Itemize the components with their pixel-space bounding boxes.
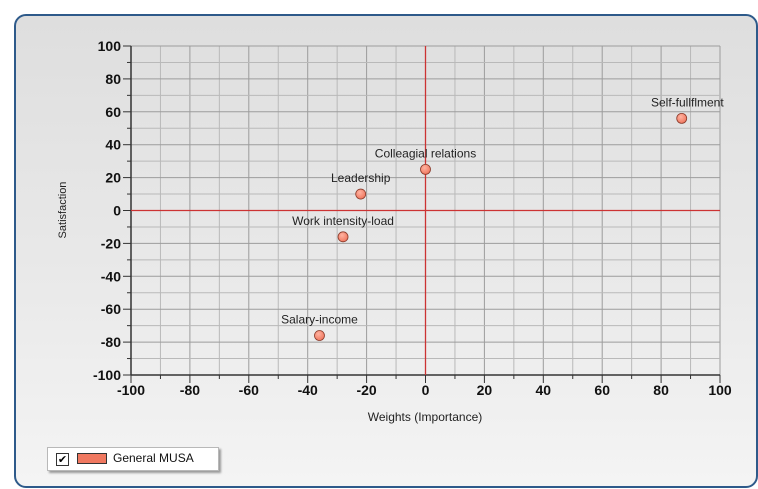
x-tick-label: -40: [298, 382, 318, 398]
y-tick-label: -40: [101, 268, 121, 284]
x-tick-label: -60: [239, 382, 259, 398]
x-tick-label: 100: [708, 382, 732, 398]
chart-panel: [14, 14, 758, 488]
data-point: [355, 188, 367, 200]
axes: [123, 45, 721, 383]
y-tick-label: -100: [93, 367, 121, 383]
x-tick-label: -100: [117, 382, 145, 398]
data-point-label: Self-fullflment: [651, 95, 724, 109]
data-point-label: Colleagial relations: [375, 146, 476, 160]
y-tick-label: 20: [105, 170, 121, 186]
x-tick-label: 60: [594, 382, 610, 398]
x-tick-label: 40: [536, 382, 552, 398]
x-tick-label: 0: [422, 382, 430, 398]
data-point-label: Work intensity-load: [292, 214, 394, 228]
legend-label: General MUSA: [113, 451, 194, 465]
x-axis-label: Weights (Importance): [368, 410, 483, 424]
y-tick-label: -20: [101, 235, 121, 251]
data-point: [337, 231, 349, 243]
y-tick-label: 60: [105, 104, 121, 120]
data-points: Self-fullflment Colleagial relations Leade…: [281, 95, 724, 341]
y-tick-label: -80: [101, 334, 121, 350]
data-point-label: Salary-income: [281, 313, 358, 327]
y-tick-label: 100: [98, 38, 122, 54]
legend-checkbox[interactable]: ✔: [56, 453, 69, 466]
x-tick-label: 20: [477, 382, 493, 398]
data-point: [314, 330, 325, 341]
y-tick-label: 80: [105, 71, 121, 87]
legend: ✔ General MUSA: [47, 447, 219, 471]
data-point: [676, 112, 688, 124]
x-tick-label: -80: [180, 382, 200, 398]
y-tick-label: 40: [105, 137, 121, 153]
tick-labels: 100 80 60 40 20 0 -20 -40 -60 -80 -100-100 -80 -60 -4…: [93, 38, 732, 398]
data-point: [420, 163, 431, 175]
y-tick-label: 0: [113, 203, 121, 219]
data-point-label: Leadership: [331, 171, 391, 185]
x-tick-label: 80: [653, 382, 669, 398]
legend-swatch: [77, 453, 107, 464]
x-tick-label: -20: [356, 382, 376, 398]
y-tick-label: -60: [101, 301, 121, 317]
y-axis-label: Satisfaction: [57, 182, 69, 239]
